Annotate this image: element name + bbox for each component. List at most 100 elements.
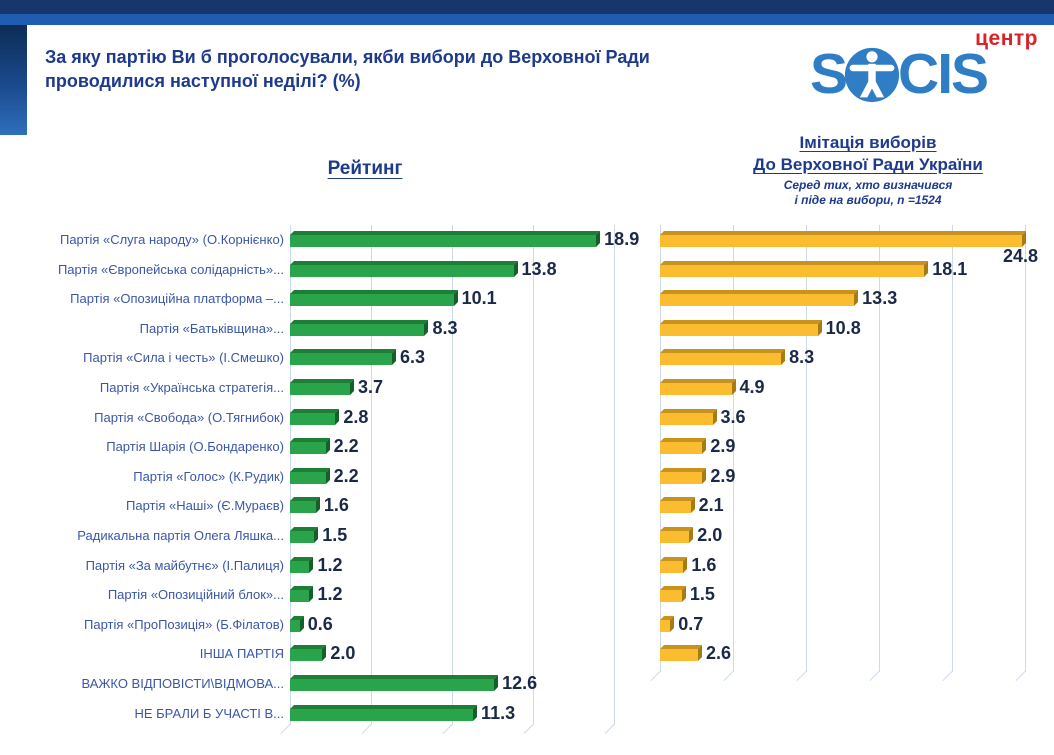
chart-row: ВАЖКО ВІДПОВІСТИ\ВІДМОВА... 12.6 [0, 669, 1054, 699]
vitruvian-man-icon [844, 47, 900, 102]
category-label: Партія «Сила і честь» (І.Смешко) [83, 350, 284, 366]
value-label: 2.8 [343, 406, 369, 427]
imitation-bar: 24.8 [660, 235, 1038, 266]
rating-bar: 2.2 [290, 466, 359, 486]
category-label: Партія «Європейська солідарність»... [57, 261, 284, 277]
category-label: Партія «Наші» (Є.Мураєв) [126, 498, 284, 514]
value-label: 6.3 [400, 347, 426, 368]
right-chart-title-line2: До Верховної Ради України [753, 155, 983, 174]
chart-row: Радикальна партія Олега Ляшка... 1.5 2.0 [0, 521, 1054, 551]
page-title: За яку партію Ви б проголосували, якби в… [45, 45, 805, 93]
gridline [1025, 225, 1026, 672]
value-label: 1.2 [317, 554, 343, 575]
rating-bar: 6.3 [290, 347, 425, 367]
imitation-bar: 2.9 [660, 436, 735, 456]
rating-bar: 2.8 [290, 407, 368, 427]
top-band [0, 0, 1054, 14]
chart-row: Партія «Опозиційний блок»... 1.2 1.5 [0, 580, 1054, 610]
value-label: 2.9 [710, 465, 736, 486]
value-label: 10.1 [461, 288, 497, 309]
page-title-line2: проводилися наступної неділі? (%) [45, 71, 361, 91]
chart-rows: Партія «Слуга народу» (О.Корнієнко) 18.9 2… [0, 225, 1054, 728]
value-label: 12.6 [502, 672, 538, 693]
value-label: 24.8 [1003, 246, 1039, 266]
value-label: 13.8 [521, 258, 557, 279]
rating-bar: 1.5 [290, 525, 347, 545]
value-label: 2.0 [330, 643, 356, 664]
gridline [533, 225, 534, 725]
rating-bar: 1.6 [290, 495, 349, 515]
chart-row: Партія «ПроПозиція» (Б.Філатов) 0.6 0.7 [0, 610, 1054, 640]
value-label: 2.9 [710, 436, 736, 457]
gridline [952, 225, 953, 672]
rating-bar: 2.2 [290, 436, 359, 456]
imitation-bar: 10.8 [660, 318, 861, 338]
chart-row: Партія «Голос» (К.Рудик) 2.2 2.9 [0, 462, 1054, 492]
left-accent-strip [0, 25, 27, 135]
category-label: Партія Шарія (О.Бондаренко) [106, 439, 284, 455]
gridline [879, 225, 880, 672]
rating-bar: 3.7 [290, 377, 383, 397]
right-chart-subtitle: Серед тих, хто визначився і піде на вибо… [783, 178, 953, 207]
value-label: 18.9 [604, 229, 640, 249]
value-label: 2.0 [697, 524, 723, 545]
value-label: 1.5 [689, 584, 715, 605]
value-label: 1.5 [322, 524, 348, 545]
imitation-bar: 13.3 [660, 288, 897, 308]
value-label: 2.1 [698, 495, 724, 516]
category-label: НЕ БРАЛИ Б УЧАСТІ В... [134, 705, 284, 721]
value-label: 10.8 [825, 317, 861, 338]
rating-bar: 1.2 [290, 555, 342, 575]
imitation-bar: 3.6 [660, 407, 746, 427]
category-label: Партія «Батьківщина»... [139, 320, 284, 336]
imitation-bar: 4.9 [660, 377, 765, 397]
value-label: 3.7 [357, 376, 383, 397]
value-label: 4.9 [739, 376, 765, 397]
logo-centre-label: центр [975, 27, 1038, 50]
rating-bar: 1.2 [290, 584, 342, 604]
category-label: Партія «Слуга народу» (О.Корнієнко) [59, 232, 284, 247]
chart-row: Партія «Сила і честь» (І.Смешко) 6.3 8.3 [0, 343, 1054, 373]
rating-bar: 2.0 [290, 643, 355, 663]
chart-row: Партія «Батьківщина»... 8.3 10.8 [0, 314, 1054, 344]
value-label: 1.6 [691, 554, 717, 575]
chart-row: НЕ БРАЛИ Б УЧАСТІ В... 11.3 [0, 699, 1054, 729]
value-label: 13.3 [862, 288, 898, 309]
top-accent-band [0, 14, 1054, 25]
category-label: Партія «ПроПозиція» (Б.Філатов) [84, 616, 284, 632]
imitation-bar: 18.1 [660, 259, 967, 279]
rating-bar: 0.6 [290, 614, 333, 634]
chart-row: Партія «Свобода» (О.Тягнибок) 2.8 3.6 [0, 403, 1054, 433]
category-label: Партія «Українська стратегія... [99, 379, 284, 395]
left-chart-title: Рейтинг [327, 158, 403, 179]
value-label: 2.6 [705, 643, 731, 664]
gridline [452, 225, 453, 725]
imitation-bar: 2.6 [660, 643, 731, 663]
rating-bar: 11.3 [290, 703, 515, 723]
category-label: Партія «Опозиційна платформа –... [70, 291, 284, 307]
chart-row: Партія Шарія (О.Бондаренко) 2.2 2.9 [0, 432, 1054, 462]
value-label: 3.6 [720, 406, 746, 427]
value-label: 8.3 [789, 347, 815, 368]
value-label: 1.6 [323, 495, 349, 516]
value-label: 2.2 [333, 436, 359, 457]
value-label: 18.1 [932, 258, 968, 279]
logo-text-cis: CIS [898, 42, 989, 106]
chart-row: Партія «Наші» (Є.Мураєв) 1.6 2.1 [0, 491, 1054, 521]
rating-bar: 12.6 [290, 673, 537, 693]
imitation-bar: 0.7 [660, 614, 703, 634]
rating-bar: 18.9 [290, 229, 639, 249]
rating-bar: 13.8 [290, 259, 557, 279]
chart-row: Партія «Європейська солідарність»... 13.8… [0, 255, 1054, 285]
imitation-bar: 2.9 [660, 466, 735, 486]
imitation-bar: 1.6 [660, 555, 716, 575]
imitation-bar: 8.3 [660, 347, 814, 367]
category-label: Радикальна партія Олега Ляшка... [77, 527, 284, 543]
value-label: 0.6 [307, 613, 333, 634]
socis-logo: центр S CIS [810, 27, 1042, 114]
right-chart-title-line1: Імітація виборів [799, 133, 937, 152]
chart-row: Партія «За майбутнє» (І.Палиця) 1.2 1.6 [0, 551, 1054, 581]
gridline [614, 225, 615, 725]
logo-text-s: S [810, 42, 848, 106]
gridline [371, 225, 372, 725]
